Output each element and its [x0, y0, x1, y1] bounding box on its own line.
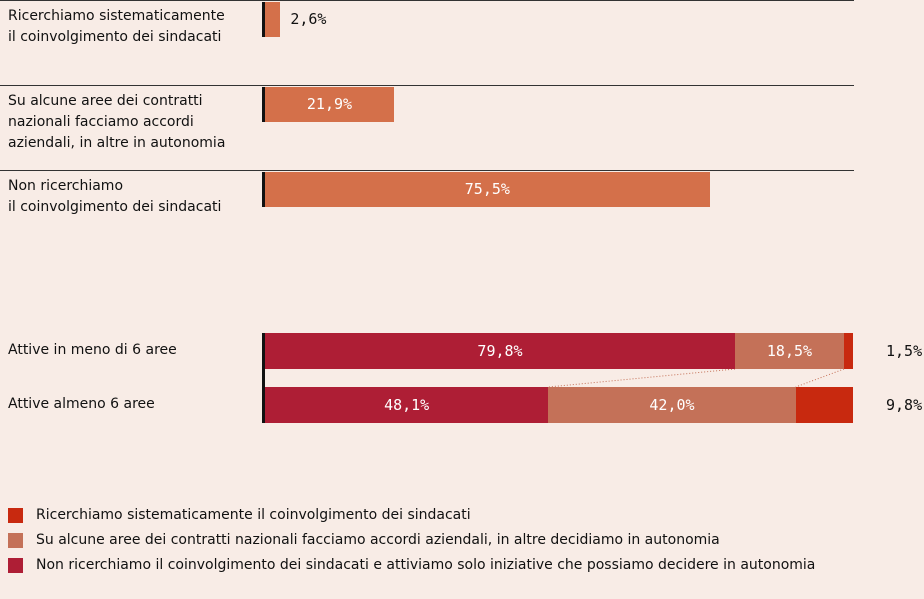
bar-segment: [548, 387, 796, 423]
separator: [0, 0, 854, 1]
connector: [795, 368, 845, 388]
bar: [265, 87, 394, 122]
value-label: 18,5%: [766, 342, 813, 360]
category-label: Non ricerchiamo il coinvolgimento dei si…: [8, 178, 222, 215]
value-label: 9,8%: [886, 396, 923, 414]
bar-segment: [795, 387, 854, 423]
bar-segment: [265, 387, 549, 423]
baseline: [262, 172, 265, 207]
bar-segment: [735, 333, 844, 369]
baseline: [262, 2, 265, 37]
bar-segment: [265, 333, 736, 369]
baseline: [262, 333, 265, 423]
bar-segment: [843, 333, 853, 369]
baseline: [262, 87, 265, 122]
value-label: 75,5%: [464, 180, 510, 198]
legend-swatch: [8, 558, 23, 573]
value-label: 2,6%: [290, 10, 327, 28]
value-label: 48,1%: [384, 396, 430, 414]
separator: [0, 85, 854, 86]
category-label: Ricerchiamo sistematicamente il coinvolg…: [8, 8, 225, 45]
value-label: 79,8%: [477, 342, 523, 360]
separator: [0, 170, 854, 171]
legend-swatch: [8, 533, 23, 548]
legend-label: Non ricerchiamo il coinvolgimento dei si…: [36, 557, 816, 573]
legend-swatch: [8, 508, 23, 523]
legend-label: Su alcune aree dei contratti nazionali f…: [36, 532, 720, 548]
bar: [265, 172, 710, 207]
value-label: 42,0%: [649, 396, 695, 414]
connector: [548, 368, 736, 388]
value-label: 21,9%: [306, 95, 353, 113]
category-label: Su alcune aree dei contratti nazionali f…: [8, 93, 226, 151]
category-label: Attive in meno di 6 aree: [8, 342, 177, 358]
legend-label: Ricerchiamo sistematicamente il coinvolg…: [36, 507, 471, 523]
value-label: 1,5%: [886, 342, 923, 360]
category-label: Attive almeno 6 aree: [8, 396, 155, 412]
bar: [265, 2, 281, 37]
